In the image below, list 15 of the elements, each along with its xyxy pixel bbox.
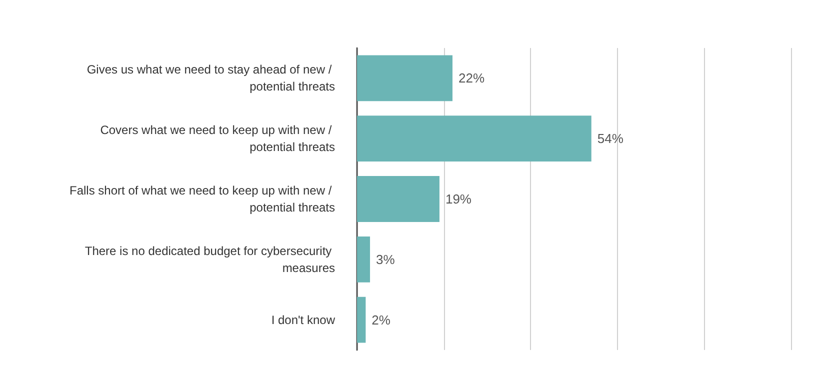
bar — [357, 296, 366, 343]
y-tick-label: Covers what we need to keep up with new / potential threats — [100, 123, 335, 154]
data-label: 19% — [445, 192, 472, 206]
data-label: 3% — [376, 252, 396, 267]
data-label: 22% — [458, 70, 485, 86]
data-label: 54% — [597, 131, 624, 146]
bar — [357, 176, 440, 222]
y-tick-label: There is no dedicated budget for cybersecurity measures — [84, 244, 335, 275]
y-tick-label: Gives us what we need to stay ahead of new / potential threats — [86, 62, 335, 94]
y-tick-label: I don't know — [271, 312, 336, 327]
bar — [357, 116, 592, 162]
bar — [357, 236, 370, 282]
data-label: 2% — [372, 312, 391, 328]
y-tick-label: Falls short of what we need to keep up with new / potential threats — [70, 184, 335, 214]
bar — [357, 55, 452, 102]
